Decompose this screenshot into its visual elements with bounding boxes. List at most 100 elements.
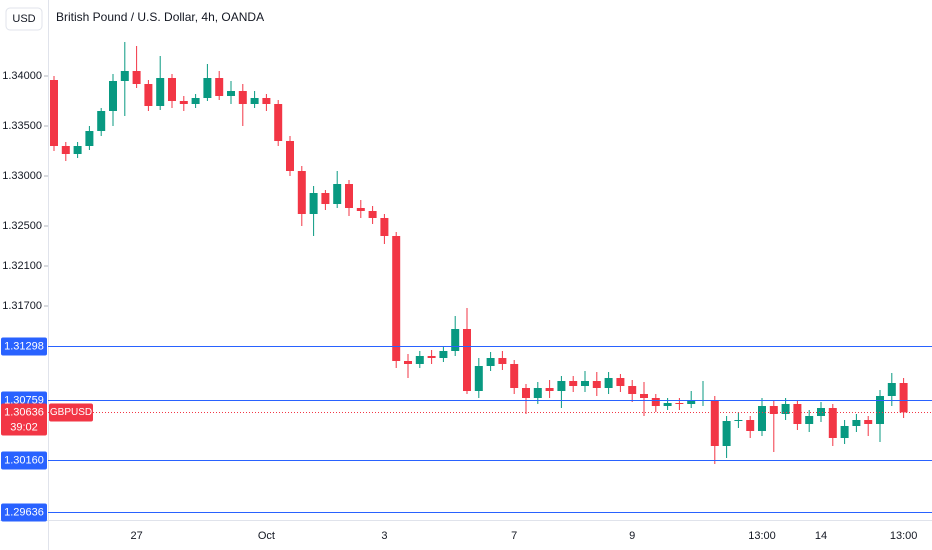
- candle-body: [238, 91, 247, 104]
- candle-body: [404, 361, 412, 364]
- candle-body: [569, 381, 578, 386]
- level-label: 1.30759: [4, 394, 44, 406]
- time-tick-label: Oct: [258, 530, 275, 542]
- candle-body: [132, 71, 141, 84]
- candle-body: [286, 141, 294, 171]
- candle-body: [309, 193, 318, 214]
- candle-body: [168, 78, 176, 101]
- time-tick-label: 13:00: [890, 530, 918, 542]
- candle-body: [486, 358, 495, 366]
- price-tick-label: 1.31700: [2, 300, 42, 312]
- candle-body: [144, 84, 153, 106]
- candle-body: [50, 80, 58, 146]
- candle-body: [675, 403, 684, 404]
- candle-body: [663, 403, 672, 406]
- candle-body: [852, 420, 861, 426]
- candle-body: [380, 218, 389, 236]
- candle-body: [876, 396, 884, 424]
- candle-body: [368, 211, 377, 218]
- candle-body: [522, 388, 530, 398]
- candle-body: [109, 81, 117, 111]
- candle-body: [427, 356, 436, 358]
- candle-body: [817, 408, 825, 416]
- candle-body: [781, 404, 790, 414]
- level-label: 1.30160: [4, 454, 44, 466]
- candle-body: [616, 378, 625, 386]
- candle-body: [356, 208, 365, 211]
- candle-body: [215, 78, 224, 96]
- candle-body: [710, 400, 719, 446]
- time-tick-label: 7: [511, 530, 517, 542]
- level-label-box: [1, 337, 47, 356]
- candle-body: [345, 184, 353, 208]
- time-tick-label: 9: [629, 530, 635, 542]
- candle-body: [769, 406, 778, 414]
- candle-body: [510, 364, 519, 388]
- candle-body: [227, 91, 235, 96]
- chart-title: British Pound / U.S. Dollar, 4h, OANDA: [56, 10, 264, 24]
- candle-body: [61, 146, 70, 154]
- candle-body: [687, 401, 696, 404]
- candle-body: [392, 236, 401, 361]
- level-label-box: [1, 503, 47, 522]
- candle-body: [156, 78, 165, 106]
- candle-body: [581, 381, 589, 386]
- candle-body: [533, 388, 542, 398]
- time-tick-label: 3: [381, 530, 387, 542]
- candle-body: [250, 98, 259, 104]
- candle-body: [333, 184, 342, 204]
- candle-body: [557, 381, 566, 391]
- candle-body: [545, 388, 554, 391]
- candle-body: [191, 98, 200, 104]
- candle-body: [262, 98, 271, 104]
- candle-body: [451, 329, 460, 351]
- candle-body: [321, 193, 330, 204]
- candle-body: [120, 71, 129, 81]
- candle-body: [474, 366, 483, 391]
- level-label: 1.29636: [4, 506, 44, 518]
- candle-body: [805, 416, 814, 424]
- candle-body: [734, 420, 743, 421]
- symbol-box: [49, 403, 93, 422]
- candle-body: [415, 356, 424, 364]
- candle-body: [864, 420, 873, 424]
- candle-body: [758, 406, 766, 431]
- candle-body: [463, 329, 471, 391]
- candle-body: [899, 383, 908, 413]
- price-tick-label: 1.33000: [2, 170, 42, 182]
- candle-body: [887, 383, 896, 396]
- last-price-box: [1, 403, 47, 436]
- candle-body: [722, 421, 731, 446]
- candle-body: [439, 351, 448, 358]
- candle-body: [73, 146, 82, 154]
- symbol-label: GBPUSD: [50, 407, 92, 418]
- level-label: 1.31298: [4, 340, 44, 352]
- candle-body: [651, 398, 660, 406]
- candle-body: [746, 420, 755, 431]
- candle-body: [640, 394, 648, 398]
- candle-body: [793, 404, 802, 424]
- candle-body: [85, 131, 94, 146]
- candle-body: [840, 426, 849, 438]
- currency-button-label[interactable]: USD: [12, 13, 35, 25]
- candle-body: [297, 171, 306, 214]
- level-label-box: [1, 451, 47, 470]
- time-tick-label: 13:00: [748, 530, 776, 542]
- time-tick-label: 14: [815, 530, 827, 542]
- candle-body: [274, 104, 283, 141]
- candle-body: [179, 101, 188, 104]
- candle-body: [604, 378, 613, 388]
- candle-body: [628, 386, 637, 394]
- candle-body: [203, 78, 212, 98]
- price-tick-label: 1.34000: [2, 70, 42, 82]
- countdown-label: 39:02: [10, 421, 38, 433]
- candle-body: [828, 408, 837, 438]
- candle-body: [498, 358, 507, 364]
- currency-button[interactable]: [5, 7, 43, 31]
- price-tick-label: 1.33500: [2, 120, 42, 132]
- last-price-label: 1.30636: [4, 406, 44, 418]
- price-tick-label: 1.32500: [2, 220, 42, 232]
